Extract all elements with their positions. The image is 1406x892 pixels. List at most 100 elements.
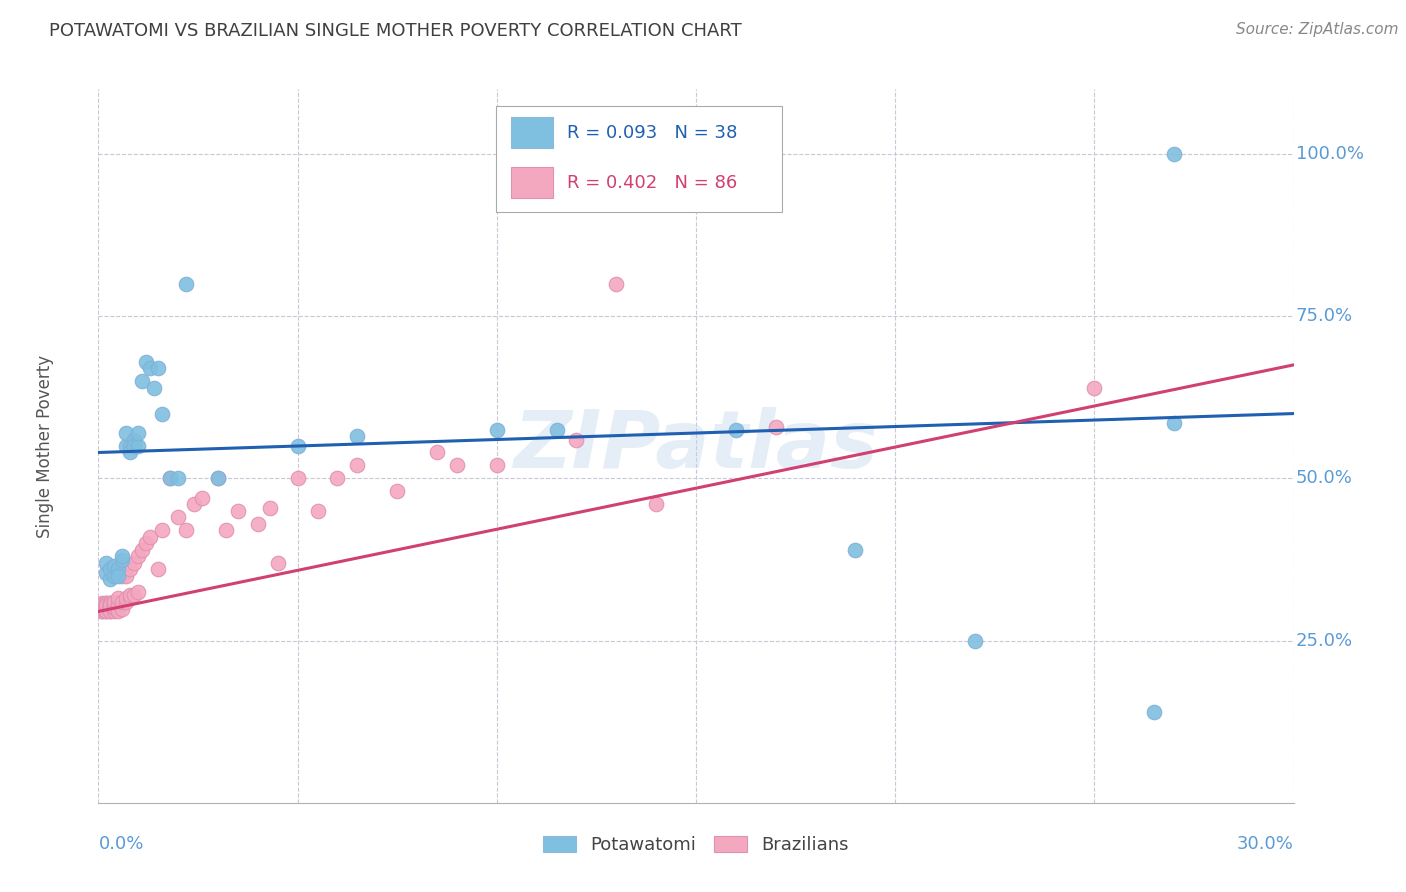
Point: [91, 599, 114, 614]
Point: [98, 604, 122, 618]
Point: [96, 556, 118, 570]
Point: [124, 433, 146, 447]
Point: [143, 381, 166, 395]
Point: [91, 604, 114, 618]
Point: [91, 601, 114, 615]
Point: [120, 445, 142, 459]
Point: [159, 471, 181, 485]
Point: [107, 591, 129, 606]
Point: [167, 471, 190, 485]
Point: [98, 601, 122, 615]
Point: [98, 562, 122, 576]
Point: [150, 407, 173, 421]
Point: [103, 568, 125, 582]
Point: [139, 530, 162, 544]
Point: [103, 601, 125, 615]
Point: [107, 596, 129, 610]
Point: [346, 458, 368, 473]
Point: [111, 602, 134, 616]
Point: [98, 599, 122, 614]
Point: [96, 566, 118, 580]
Point: [174, 524, 197, 538]
Point: [385, 484, 409, 499]
Point: [98, 598, 122, 612]
Point: [1163, 147, 1185, 161]
Point: [120, 439, 142, 453]
Point: [120, 588, 142, 602]
Point: [91, 598, 114, 612]
Point: [98, 602, 122, 616]
Point: [135, 354, 157, 368]
Point: [107, 568, 129, 582]
Text: 75.0%: 75.0%: [1296, 307, 1353, 326]
Point: [91, 602, 114, 616]
Point: [96, 596, 118, 610]
Point: [215, 524, 238, 538]
Point: [98, 572, 122, 586]
Point: [103, 599, 125, 614]
Point: [98, 604, 122, 618]
Point: [103, 604, 125, 618]
Point: [307, 504, 329, 518]
Point: [111, 552, 134, 566]
Point: [96, 599, 118, 614]
Point: [107, 598, 129, 612]
Point: [191, 491, 214, 505]
Point: [115, 595, 138, 609]
Point: [115, 568, 138, 582]
Text: 30.0%: 30.0%: [1237, 835, 1294, 853]
Point: [111, 595, 134, 609]
Point: [159, 471, 181, 485]
Point: [124, 588, 146, 602]
Point: [111, 549, 134, 564]
Point: [98, 599, 122, 614]
Text: Single Mother Poverty: Single Mother Poverty: [35, 354, 53, 538]
Point: [765, 419, 787, 434]
Point: [107, 602, 129, 616]
Point: [1163, 417, 1185, 431]
Point: [131, 374, 153, 388]
Point: [259, 500, 281, 515]
Point: [346, 429, 368, 443]
Point: [724, 423, 747, 437]
Point: [96, 602, 118, 616]
Point: [267, 556, 290, 570]
Point: [96, 598, 118, 612]
Point: [226, 504, 249, 518]
Point: [91, 602, 114, 616]
Point: [120, 591, 142, 606]
Point: [139, 361, 162, 376]
Point: [120, 562, 142, 576]
Point: [135, 536, 157, 550]
Text: POTAWATOMI VS BRAZILIAN SINGLE MOTHER POVERTY CORRELATION CHART: POTAWATOMI VS BRAZILIAN SINGLE MOTHER PO…: [49, 22, 742, 40]
Point: [127, 439, 149, 453]
Text: ZIPatlas: ZIPatlas: [513, 407, 879, 485]
Point: [546, 423, 568, 437]
Text: 100.0%: 100.0%: [1296, 145, 1364, 163]
Point: [107, 562, 129, 576]
Point: [115, 439, 138, 453]
Point: [96, 604, 118, 618]
Point: [174, 277, 197, 291]
Point: [98, 596, 122, 610]
FancyBboxPatch shape: [510, 167, 553, 198]
Point: [426, 445, 449, 459]
Point: [127, 425, 149, 440]
Text: R = 0.093   N = 38: R = 0.093 N = 38: [567, 124, 737, 142]
Point: [287, 471, 309, 485]
Point: [565, 433, 588, 447]
Point: [91, 599, 114, 614]
Point: [287, 439, 309, 453]
Point: [1083, 381, 1105, 395]
Point: [124, 556, 146, 570]
Point: [115, 591, 138, 606]
Point: [91, 604, 114, 618]
Point: [127, 549, 149, 564]
Point: [207, 471, 229, 485]
Point: [103, 598, 125, 612]
Point: [107, 599, 129, 614]
Text: 0.0%: 0.0%: [98, 835, 143, 853]
Point: [131, 542, 153, 557]
FancyBboxPatch shape: [496, 105, 782, 212]
Point: [96, 599, 118, 614]
